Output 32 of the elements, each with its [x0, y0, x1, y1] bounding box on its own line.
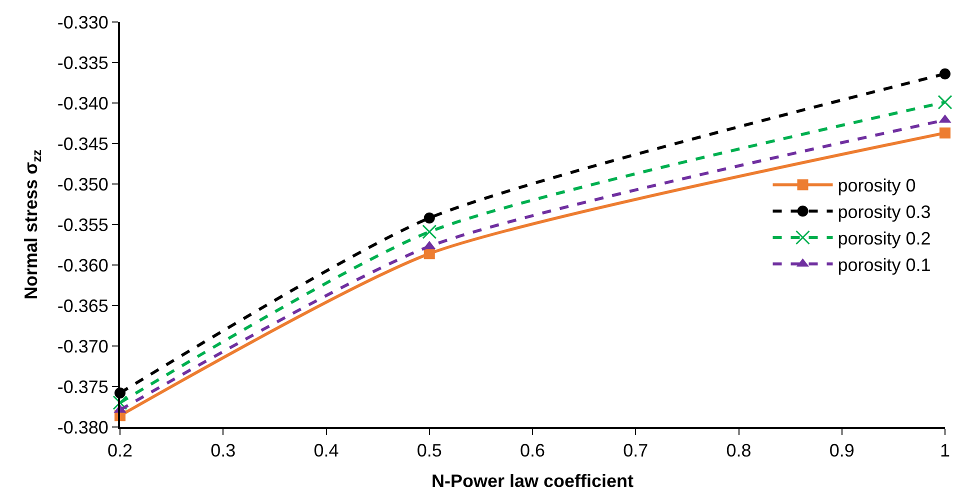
- y-tick-label: -0.330: [57, 12, 108, 32]
- y-tick-label: -0.350: [57, 174, 108, 194]
- y-tick-label: -0.360: [57, 255, 108, 276]
- y-tick-label: -0.355: [57, 214, 108, 235]
- point: [940, 68, 950, 80]
- x-tick-label: 0.6: [520, 440, 546, 461]
- point: [424, 212, 435, 224]
- x-tick-label: 0.4: [314, 440, 339, 461]
- y-tick-label: -0.375: [57, 376, 108, 397]
- legend-label: porosity 0.2: [838, 228, 931, 249]
- legend-label: porosity 0.1: [838, 254, 931, 275]
- legend-label: porosity 0.3: [838, 202, 931, 222]
- y-tick-label: -0.365: [57, 296, 108, 316]
- point: [422, 224, 437, 240]
- x-tick-label: 1: [940, 440, 950, 461]
- x-tick-label: 0.2: [107, 440, 133, 461]
- x-tick-label: 0.3: [210, 440, 236, 461]
- legend-label: porosity 0: [838, 176, 916, 196]
- x-tick-label: 0.5: [416, 440, 442, 461]
- y-tick-label: -0.335: [57, 52, 108, 73]
- y-tick-label: -0.345: [57, 134, 108, 154]
- x-tick-label: 0.8: [726, 440, 752, 461]
- y-tick-label: -0.380: [57, 417, 108, 438]
- point: [938, 94, 952, 110]
- point: [940, 127, 950, 138]
- point: [424, 248, 435, 260]
- x-axis-title: N-Power law coefficient: [431, 471, 634, 492]
- x-tick-label: 0.9: [829, 440, 854, 461]
- point: [112, 395, 128, 410]
- x-tick-label: 0.7: [623, 440, 648, 461]
- y-tick-label: -0.370: [57, 336, 108, 356]
- y-tick-label: -0.340: [57, 93, 108, 114]
